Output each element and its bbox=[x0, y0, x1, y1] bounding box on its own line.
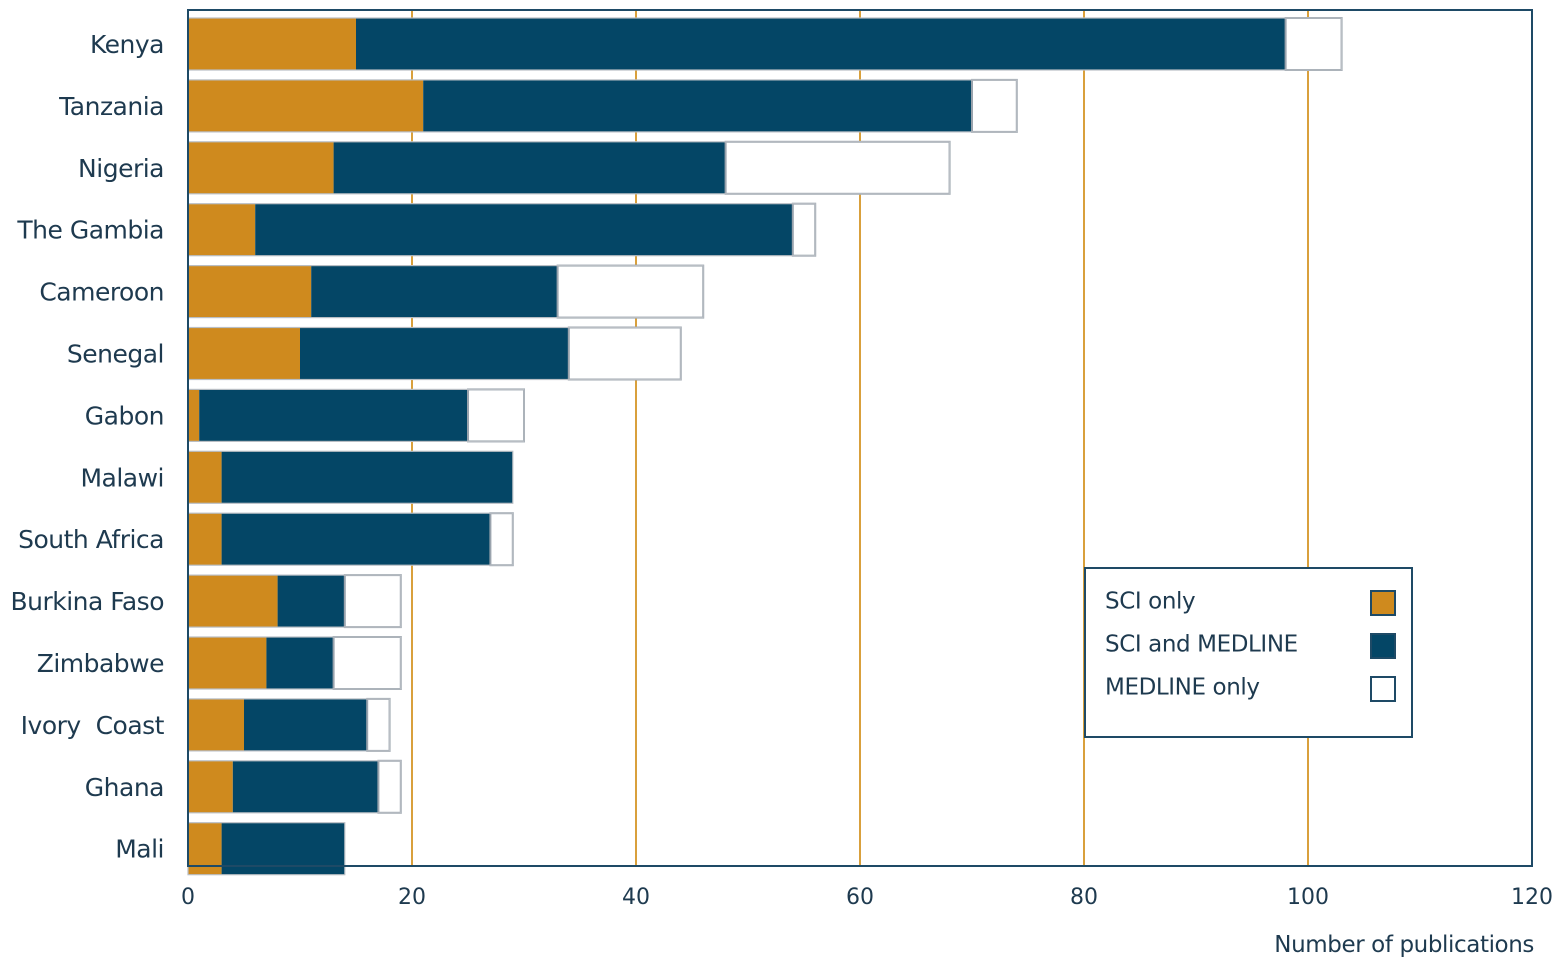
bar-nigeria-sci-and-medline bbox=[333, 141, 726, 194]
plot-frame bbox=[187, 9, 1533, 867]
bar-south-africa-medline-only bbox=[489, 512, 514, 567]
bar-ivory-coast-sci-only bbox=[188, 698, 244, 751]
legend-box bbox=[1084, 567, 1413, 738]
category-label-malawi: Malawi bbox=[80, 463, 164, 492]
bar-gabon-sci-only bbox=[188, 389, 200, 442]
category-label-gabon: Gabon bbox=[85, 401, 164, 430]
bar-senegal-sci-only bbox=[188, 327, 300, 380]
bar-tanzania-sci-and-medline bbox=[423, 79, 972, 132]
bar-cameroon-medline-only bbox=[556, 264, 705, 319]
bar-ghana-sci-and-medline bbox=[232, 760, 379, 813]
category-label-zimbabwe: Zimbabwe bbox=[37, 649, 164, 678]
bar-south-africa-sci-only bbox=[188, 513, 222, 566]
category-label-nigeria: Nigeria bbox=[78, 154, 164, 183]
bar-tanzania-medline-only bbox=[971, 78, 1018, 133]
legend-items: SCI only SCI and MEDLINE MEDLINE only bbox=[1105, 589, 1396, 702]
category-label-ivory-coast: Ivory Coast bbox=[21, 711, 165, 740]
legend-swatch-medline-only bbox=[1370, 676, 1396, 702]
x-tick-label-60: 60 bbox=[846, 885, 874, 910]
bars bbox=[187, 17, 1343, 876]
bar-kenya-sci-and-medline bbox=[356, 18, 1286, 70]
x-tick-label-40: 40 bbox=[622, 885, 650, 910]
x-tick-label-100: 100 bbox=[1287, 885, 1329, 910]
bar-the-gambia-sci-only bbox=[188, 203, 256, 256]
legend-swatch-sci-and-medline bbox=[1370, 633, 1396, 659]
bar-zimbabwe-sci-only bbox=[188, 637, 267, 689]
category-label-tanzania: Tanzania bbox=[58, 92, 164, 121]
category-labels: Kenya Tanzania Nigeria The Gambia Cameroon Se… bbox=[10, 30, 165, 864]
legend: SCI only SCI and MEDLINE MEDLINE only bbox=[1084, 567, 1413, 738]
x-axis-title: Number of publications bbox=[1274, 932, 1534, 958]
bar-gabon-medline-only bbox=[467, 388, 525, 443]
bar-nigeria-sci-only bbox=[188, 141, 334, 194]
bar-malawi-sci-only bbox=[188, 451, 222, 504]
category-label-mali: Mali bbox=[115, 835, 164, 864]
x-tick-labels: 0 20 40 60 80 100 120 bbox=[181, 885, 1553, 910]
bar-south-africa-sci-and-medline bbox=[221, 513, 491, 566]
category-label-the-gambia: The Gambia bbox=[16, 216, 164, 245]
legend-label-sci-only: SCI only bbox=[1105, 589, 1195, 615]
bar-cameroon-sci-and-medline bbox=[311, 265, 558, 318]
bar-malawi-sci-and-medline bbox=[221, 451, 513, 504]
category-label-ghana: Ghana bbox=[85, 773, 164, 802]
category-label-burkina-faso: Burkina Faso bbox=[10, 587, 164, 616]
bar-gabon-sci-and-medline bbox=[199, 389, 468, 442]
category-label-senegal: Senegal bbox=[67, 340, 164, 369]
bar-senegal-medline-only bbox=[567, 326, 682, 381]
bar-zimbabwe-medline-only bbox=[332, 636, 402, 690]
x-tick-label-20: 20 bbox=[398, 885, 426, 910]
legend-label-medline-only: MEDLINE only bbox=[1105, 675, 1260, 701]
bar-ghana-sci-only bbox=[188, 760, 233, 813]
bar-nigeria-medline-only bbox=[724, 140, 951, 195]
bar-kenya-medline-only bbox=[1284, 17, 1343, 71]
bar-senegal-sci-and-medline bbox=[300, 327, 569, 380]
bar-burkina-faso-medline-only bbox=[343, 574, 402, 629]
x-tick-label-80: 80 bbox=[1070, 885, 1098, 910]
bar-burkina-faso-sci-only bbox=[188, 575, 278, 628]
bar-ivory-coast-sci-and-medline bbox=[244, 698, 368, 751]
bar-kenya-sci-only bbox=[188, 18, 356, 70]
category-label-south-africa: South Africa bbox=[18, 525, 164, 554]
bar-tanzania-sci-only bbox=[188, 79, 424, 132]
legend-label-sci-and-medline: SCI and MEDLINE bbox=[1105, 632, 1298, 658]
bar-zimbabwe-sci-and-medline bbox=[266, 637, 334, 689]
bar-burkina-faso-sci-and-medline bbox=[277, 575, 345, 628]
bar-ivory-coast-medline-only bbox=[366, 697, 391, 752]
bar-the-gambia-medline-only bbox=[791, 202, 817, 257]
category-label-kenya: Kenya bbox=[90, 30, 164, 59]
legend-swatch-sci-only bbox=[1370, 590, 1396, 616]
x-tick-label-0: 0 bbox=[181, 885, 195, 910]
bar-cameroon-sci-only bbox=[188, 265, 312, 318]
bar-ghana-medline-only bbox=[377, 759, 402, 814]
bar-the-gambia-sci-and-medline bbox=[255, 203, 793, 256]
x-tick-label-120: 120 bbox=[1511, 885, 1553, 910]
category-label-cameroon: Cameroon bbox=[39, 278, 164, 307]
